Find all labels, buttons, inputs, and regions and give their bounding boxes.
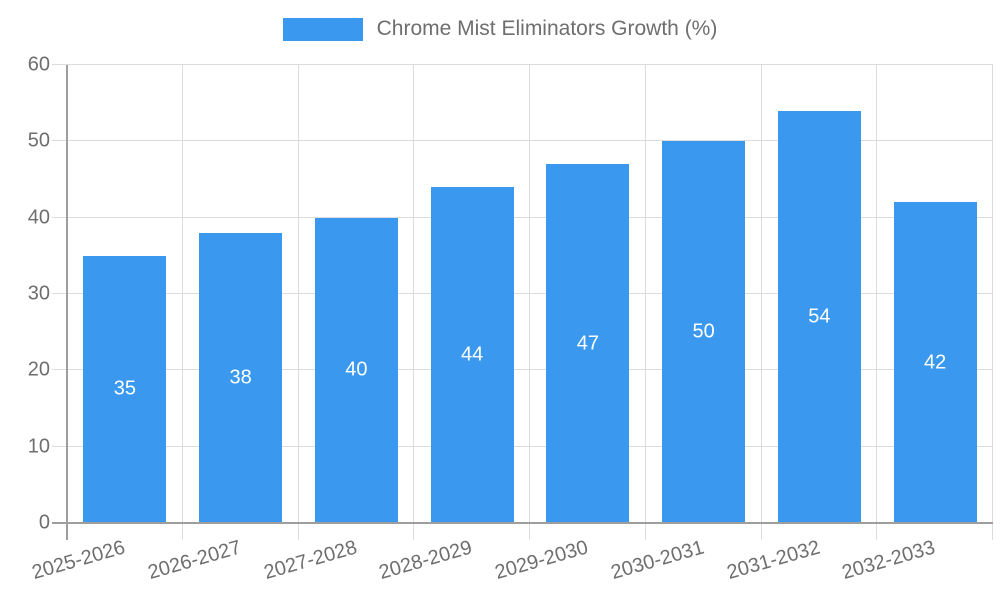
- bar-value-label: 47: [576, 332, 599, 355]
- legend-swatch: [282, 17, 363, 41]
- y-axis-tick-label: 0: [38, 511, 50, 534]
- gridline-vertical: [413, 65, 415, 540]
- x-axis-tick-label: 2031-2032: [724, 536, 823, 584]
- y-axis-tick-label: 60: [27, 53, 50, 76]
- y-axis-line: [66, 65, 68, 540]
- gridline-vertical: [876, 65, 878, 540]
- y-axis-tick-label: 10: [27, 435, 50, 458]
- gridline-horizontal: [52, 369, 993, 371]
- gridline-vertical: [992, 65, 993, 540]
- legend-label: Chrome Mist Eliminators Growth (%): [376, 17, 718, 40]
- x-axis-tick-label: 2030-2031: [608, 536, 707, 584]
- bar: 38: [199, 232, 283, 523]
- bar-value-label: 42: [924, 351, 947, 374]
- x-axis-tick-label: 2025-2026: [29, 536, 128, 584]
- x-axis-tick-label: 2032-2033: [840, 536, 939, 584]
- bar: 44: [430, 187, 514, 523]
- y-axis-tick-label: 30: [27, 282, 50, 305]
- y-axis-tick-label: 20: [27, 358, 50, 381]
- gridline-vertical: [529, 65, 530, 540]
- bar-value-label: 54: [808, 305, 831, 328]
- y-axis-tick-label: 50: [27, 129, 50, 152]
- gridline-horizontal: [52, 293, 993, 294]
- bar-value-label: 50: [692, 320, 715, 343]
- legend: Chrome Mist Eliminators Growth (%): [0, 17, 1000, 41]
- gridline-horizontal: [52, 216, 993, 218]
- x-axis-tick-label: 2029-2030: [492, 536, 591, 584]
- gridline-vertical: [181, 65, 183, 540]
- gridline-horizontal: [52, 445, 993, 447]
- bar-value-label: 44: [461, 343, 484, 366]
- bar-value-label: 35: [113, 377, 136, 400]
- bar: 50: [662, 141, 746, 523]
- bar: 35: [83, 255, 167, 523]
- gridline-horizontal: [52, 64, 993, 65]
- x-axis-tick-label: 2026-2027: [145, 536, 244, 584]
- bar: 54: [777, 110, 861, 523]
- bar: 42: [893, 202, 977, 523]
- gridline-vertical: [644, 65, 646, 540]
- plot-area: 0 10 20 30 40 50 60 35 38 40 44 47 50 54 42 2025-2026 20…: [28, 54, 993, 584]
- x-axis-tick-label: 2027-2028: [261, 536, 360, 584]
- gridline-horizontal: [52, 140, 993, 142]
- bar-value-label: 40: [345, 358, 368, 381]
- bar: 47: [546, 164, 630, 523]
- y-axis-tick-label: 40: [27, 206, 50, 229]
- gridline-vertical: [297, 65, 299, 540]
- gridline-vertical: [760, 65, 762, 540]
- x-axis-tick-label: 2028-2029: [377, 536, 476, 584]
- bar: 40: [314, 217, 398, 523]
- bar-value-label: 38: [229, 366, 252, 389]
- x-axis-line: [52, 522, 993, 524]
